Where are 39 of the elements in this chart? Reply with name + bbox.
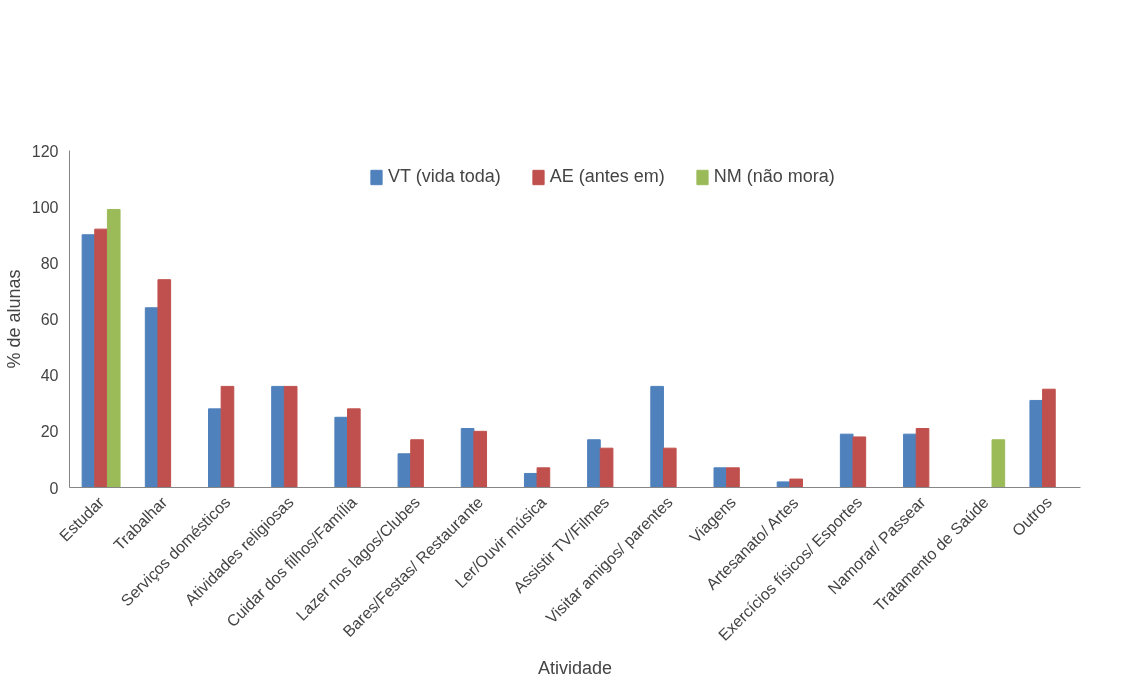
bar <box>536 467 551 488</box>
bar <box>157 279 172 488</box>
bar <box>1029 399 1044 488</box>
bar <box>473 430 488 488</box>
legend-label: NM (não mora) <box>713 166 835 187</box>
bar <box>650 385 664 488</box>
bar <box>713 467 728 488</box>
y-tick-label: 100 <box>31 198 59 216</box>
bar <box>347 408 361 488</box>
bar <box>726 467 740 488</box>
y-tick-label: 0 <box>49 479 59 497</box>
bar <box>789 478 803 488</box>
x-axis-title: Atividade <box>537 657 613 678</box>
y-tick-label: 60 <box>40 311 59 328</box>
bar <box>271 385 285 488</box>
bar <box>410 439 424 488</box>
bar <box>81 234 96 488</box>
bar <box>599 447 614 488</box>
y-tick-label: 120 <box>31 142 59 160</box>
bar <box>852 436 867 488</box>
y-tick-label: 80 <box>40 254 59 272</box>
bar <box>587 439 601 488</box>
bar <box>208 408 222 488</box>
bar <box>915 428 930 488</box>
y-tick-label: 20 <box>40 423 59 441</box>
bar <box>397 453 412 488</box>
bar <box>1042 388 1056 488</box>
bar <box>662 447 677 488</box>
bar <box>220 385 235 488</box>
bar <box>903 433 917 488</box>
y-axis-title: % de alunas <box>3 269 24 369</box>
legend-label: VT (vida toda) <box>388 166 501 187</box>
y-tick-label: 40 <box>40 367 59 385</box>
bar <box>283 385 298 488</box>
legend-label: AE (antes em) <box>549 166 665 187</box>
bar <box>334 416 349 488</box>
bar <box>106 208 121 488</box>
bar <box>991 439 1006 488</box>
bar <box>94 228 108 488</box>
